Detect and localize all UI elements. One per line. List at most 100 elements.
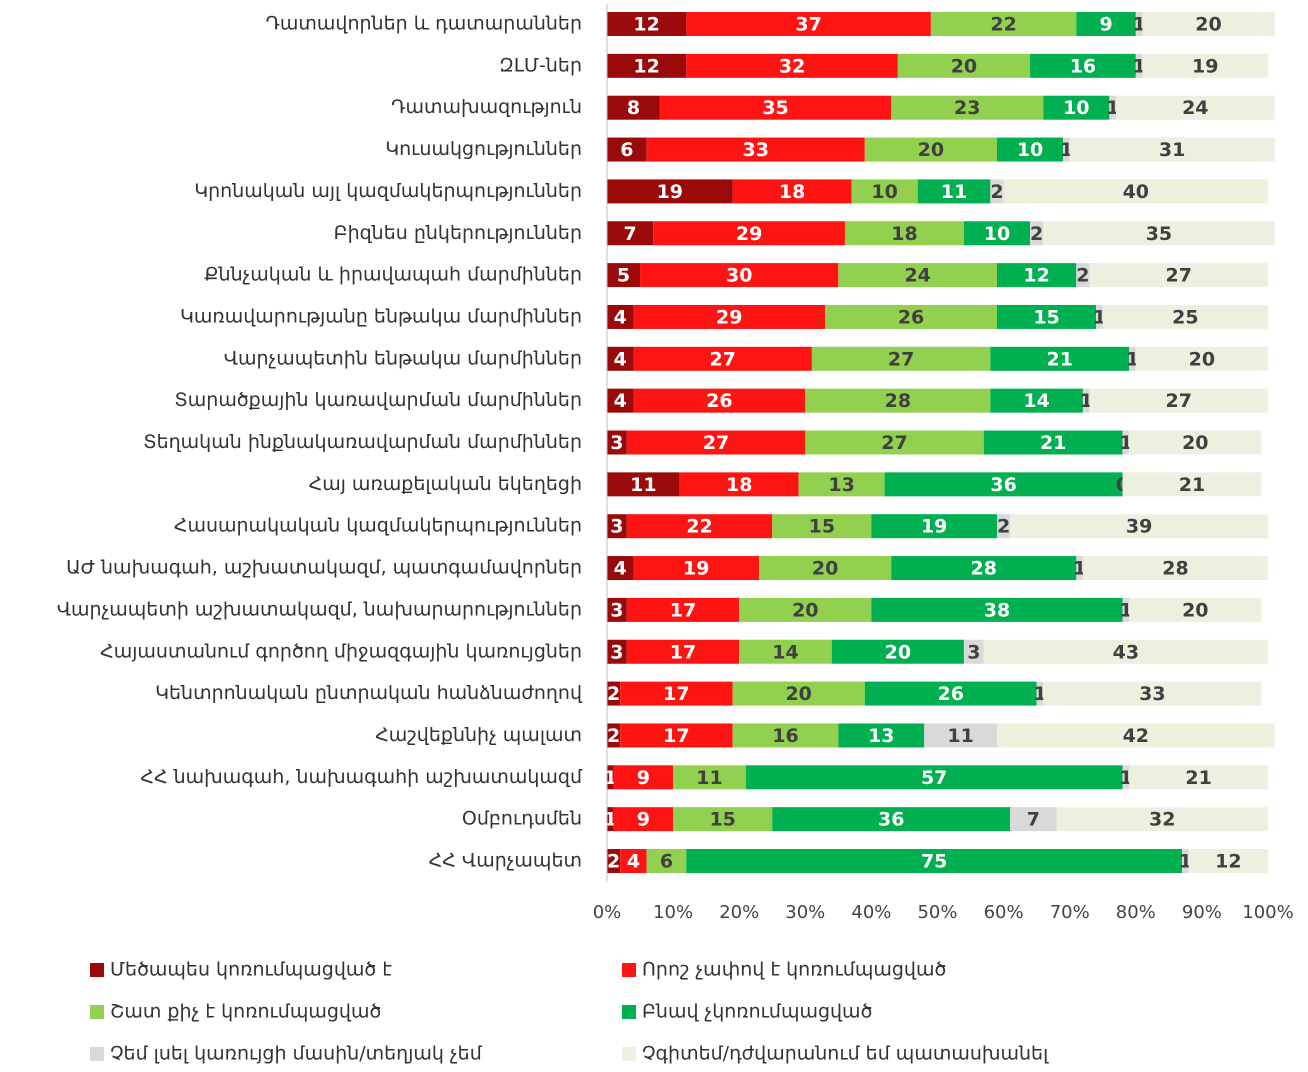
bar-segment: [732, 681, 865, 706]
bar-segment: [838, 723, 925, 748]
bar-segment: [607, 681, 621, 706]
data-label: 17: [663, 683, 689, 705]
data-label: 11: [696, 767, 722, 789]
bar-segment: [633, 304, 826, 329]
data-label: 75: [921, 851, 947, 873]
category-label: Դատախազություն: [391, 96, 582, 118]
data-label: 13: [868, 725, 894, 747]
bar-segment: [983, 639, 1268, 664]
x-tick-label: 100%: [1242, 902, 1293, 923]
bar-segment: [633, 346, 812, 371]
bar-segment: [607, 12, 687, 36]
category-label: Դատավորներ և դատարաններ: [266, 13, 582, 35]
bar-segment: [990, 388, 1083, 413]
legend-label: Շատ քիչ է կոռումպացված: [110, 1001, 381, 1023]
bar-segment: [1129, 597, 1262, 622]
bar-segment: [607, 639, 627, 664]
x-tick-label: 30%: [785, 902, 825, 923]
data-label: 20: [1195, 14, 1221, 36]
data-label: 23: [954, 97, 980, 119]
data-label: 11: [630, 474, 656, 496]
bar-segment: [963, 639, 984, 664]
data-label: 12: [1023, 265, 1049, 287]
bar-segment: [1043, 681, 1262, 706]
bar-segment: [607, 388, 634, 413]
bar-segment: [996, 514, 1011, 539]
category-label: ՀՀ Վարչապետ: [429, 850, 582, 872]
bar-segment: [613, 765, 674, 790]
bar-segment: [930, 12, 1077, 36]
data-label: 14: [772, 641, 798, 663]
bar-segment: [1076, 12, 1136, 36]
legend-swatch: [622, 1047, 636, 1061]
data-label: 35: [762, 97, 788, 119]
data-label: 20: [885, 641, 911, 663]
data-label: 21: [1040, 432, 1066, 454]
data-label: 12: [1215, 851, 1241, 873]
bar-segment: [1188, 849, 1268, 873]
bar-segment: [1030, 53, 1136, 78]
data-label: 26: [706, 390, 732, 412]
bar-segment: [805, 430, 984, 455]
data-label: 10: [1063, 97, 1089, 119]
data-label: 25: [1172, 306, 1198, 328]
data-label: 2: [1076, 265, 1089, 287]
bar-segment: [686, 53, 898, 78]
bar-segment: [996, 263, 1077, 288]
data-label: 35: [1146, 223, 1172, 245]
data-label: 20: [951, 55, 977, 77]
bar-segment: [811, 346, 991, 371]
data-label: 17: [670, 599, 696, 621]
bar-segment: [1063, 137, 1070, 162]
bar-segment: [1069, 137, 1275, 162]
bar-segment: [646, 137, 865, 162]
bar-segment: [1089, 388, 1268, 413]
category-label: ԶԼՄ-ներ: [499, 54, 582, 76]
legend-swatch: [90, 1047, 104, 1061]
bar-segment: [1115, 95, 1275, 120]
bar-segment: [607, 221, 654, 246]
bar-segment: [620, 723, 733, 748]
category-label: Բիզնես ընկերություններ: [334, 222, 582, 244]
bar-segment: [1129, 430, 1262, 455]
data-label: 24: [904, 265, 930, 287]
category-label: Վարչապետին ենթակա մարմիններ: [224, 347, 582, 369]
data-label: 29: [716, 306, 742, 328]
x-tick-label: 90%: [1182, 902, 1222, 923]
data-label: 7: [1027, 809, 1040, 831]
data-label: 3: [967, 641, 980, 663]
bar-segment: [607, 304, 634, 329]
data-label: 36: [878, 809, 904, 831]
data-label: 15: [809, 516, 835, 538]
data-label: 11: [941, 181, 967, 203]
bar-segment: [626, 514, 773, 539]
bar-segment: [1096, 304, 1103, 329]
bar-segment: [1109, 95, 1116, 120]
bar-segment: [732, 179, 852, 204]
bar-segment: [772, 807, 1011, 832]
bar-segment: [607, 472, 680, 497]
bar-segment: [1082, 556, 1268, 581]
bar-segment: [626, 597, 740, 622]
data-label: 3: [610, 641, 623, 663]
data-label: 43: [1113, 641, 1139, 663]
data-label: 2: [607, 851, 620, 873]
bar-segment: [1135, 346, 1268, 371]
data-label: 24: [1182, 97, 1208, 119]
bar-segment: [1129, 765, 1268, 790]
bar-segment: [772, 514, 872, 539]
bar-segment: [891, 556, 1077, 581]
bar-segment: [1102, 304, 1268, 329]
bar-segment: [633, 388, 806, 413]
bar-segment: [732, 723, 839, 748]
data-label: 27: [1166, 265, 1192, 287]
bar-segment: [1056, 807, 1268, 832]
data-label: 3: [610, 432, 623, 454]
x-tick-label: 10%: [653, 902, 693, 923]
bar-segment: [607, 807, 614, 832]
bar-segment: [1030, 221, 1044, 246]
data-label: 18: [779, 181, 805, 203]
data-label: 4: [627, 851, 640, 873]
data-label: 20: [792, 599, 818, 621]
bar-segment: [626, 639, 740, 664]
